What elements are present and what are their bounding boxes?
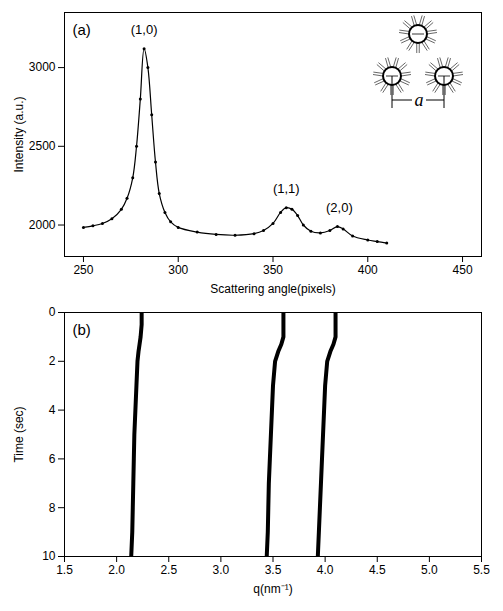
svg-text:2: 2 <box>49 354 56 368</box>
svg-text:Intensity (a.u.): Intensity (a.u.) <box>12 96 26 172</box>
svg-text:(2,0): (2,0) <box>326 200 353 215</box>
svg-text:450: 450 <box>453 263 473 277</box>
svg-text:2.5: 2.5 <box>160 563 177 577</box>
svg-text:(a): (a) <box>73 21 91 38</box>
svg-text:Scattering angle(pixels): Scattering angle(pixels) <box>210 282 335 296</box>
svg-text:2.0: 2.0 <box>108 563 125 577</box>
svg-text:3000: 3000 <box>29 60 56 74</box>
svg-text:8: 8 <box>49 501 56 515</box>
svg-text:1.5: 1.5 <box>56 563 73 577</box>
svg-text:300: 300 <box>168 263 188 277</box>
svg-text:250: 250 <box>73 263 93 277</box>
svg-text:a: a <box>415 90 424 110</box>
svg-text:400: 400 <box>358 263 378 277</box>
svg-text:4.5: 4.5 <box>369 563 386 577</box>
svg-text:3.5: 3.5 <box>265 563 282 577</box>
svg-text:3.0: 3.0 <box>213 563 230 577</box>
svg-text:Time (sec): Time (sec) <box>12 406 26 462</box>
svg-text:2000: 2000 <box>29 218 56 232</box>
svg-text:(1,1): (1,1) <box>273 181 300 196</box>
svg-text:q(nm⁻¹): q(nm⁻¹) <box>253 582 292 596</box>
svg-text:10: 10 <box>42 549 56 563</box>
svg-text:4: 4 <box>49 403 56 417</box>
svg-text:5.5: 5.5 <box>473 563 490 577</box>
svg-text:6: 6 <box>49 452 56 466</box>
svg-text:4.0: 4.0 <box>317 563 334 577</box>
svg-text:(b): (b) <box>73 321 91 338</box>
svg-text:2500: 2500 <box>29 139 56 153</box>
svg-text:0: 0 <box>49 305 56 319</box>
svg-text:5.0: 5.0 <box>421 563 438 577</box>
svg-text:350: 350 <box>263 263 283 277</box>
svg-text:(1,0): (1,0) <box>131 22 158 37</box>
